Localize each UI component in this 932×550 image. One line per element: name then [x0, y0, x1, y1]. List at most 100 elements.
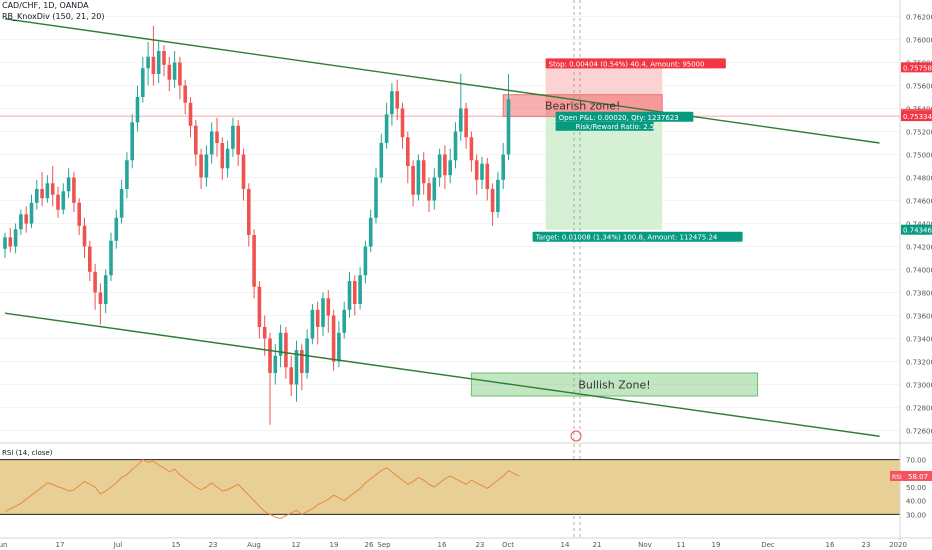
price-tag-box — [901, 62, 932, 73]
candle-body — [183, 85, 187, 103]
candle-body — [125, 160, 129, 189]
candle-body — [35, 189, 39, 203]
candle-body — [8, 237, 13, 247]
candle-body — [167, 64, 172, 80]
x-tick-label: 15 — [172, 541, 181, 549]
candle-body — [358, 275, 362, 304]
channel-lines — [4, 18, 880, 437]
candle-body — [284, 332, 288, 368]
upper-channel-line[interactable] — [4, 18, 880, 144]
candle-body — [61, 191, 66, 210]
candle-body — [347, 281, 352, 310]
candle-body — [469, 137, 474, 161]
candle-body — [289, 367, 293, 385]
x-tick-label: 16 — [826, 541, 835, 549]
stop-label-box — [545, 58, 726, 69]
candle-body — [109, 240, 113, 276]
candle-body — [353, 281, 357, 304]
candle-body — [496, 179, 500, 212]
x-tick-label: Sep — [377, 541, 391, 549]
candle-body — [40, 189, 44, 199]
alert-clock-icon[interactable] — [570, 430, 582, 442]
x-tick-label: 14 — [561, 541, 570, 549]
candle-body — [273, 355, 278, 373]
x-tick-label: Nov — [638, 541, 652, 549]
candle-body — [135, 97, 140, 123]
candle-body — [432, 177, 437, 201]
candle-body — [437, 154, 442, 178]
stop-area[interactable] — [545, 67, 663, 114]
candle-body — [45, 183, 50, 199]
candle-body — [411, 166, 415, 195]
candle-body — [326, 298, 331, 316]
candle-body — [416, 160, 421, 195]
candle-body — [400, 108, 405, 138]
candle-body — [162, 51, 166, 65]
candle-body — [247, 189, 251, 235]
target-label-box — [532, 231, 743, 242]
candle-body — [257, 286, 262, 327]
candle-body — [268, 338, 272, 373]
lower-channel-line[interactable] — [4, 312, 880, 437]
bullish-zone-label: Bullish Zone! — [578, 379, 650, 392]
rsi-pane — [0, 459, 900, 519]
y-tick-label: 0.72600 — [906, 428, 932, 436]
pnl-label-box — [555, 111, 694, 122]
bearish-zone-label: Bearish zone! — [545, 100, 621, 113]
candle-body — [294, 350, 299, 385]
candle-body — [24, 214, 28, 224]
candle-body — [427, 183, 431, 201]
candle-body — [72, 177, 76, 203]
x-tick-label: 12 — [292, 541, 301, 549]
candle-body — [88, 246, 92, 272]
zones-layer — [0, 0, 900, 538]
price-tag: 0.75758 — [903, 64, 932, 72]
candle-body — [13, 229, 18, 247]
candle-body — [194, 125, 198, 155]
target-area[interactable] — [545, 113, 663, 230]
x-tick-label: 16 — [438, 541, 447, 549]
indicator-title: RB_KnoxDiv (150, 21, 20) — [2, 12, 105, 21]
x-tick-label: 11 — [677, 541, 686, 549]
candle-body — [443, 154, 447, 176]
candle-body — [82, 225, 87, 247]
candle-body — [453, 131, 458, 161]
candle-body — [459, 108, 463, 132]
x-tick-label: Oct — [502, 541, 514, 549]
candle-body — [331, 315, 336, 362]
candle-body — [464, 108, 468, 138]
symbol-title: CAD/CHF, 1D, OANDA — [2, 1, 89, 10]
candle-body — [220, 143, 225, 169]
x-tick-label: 19 — [712, 541, 721, 549]
rsi-name-tag-text: RSI — [892, 474, 902, 481]
candle-body — [231, 125, 235, 149]
bullish-zone[interactable] — [470, 372, 759, 397]
x-tick-label: 23 — [209, 541, 218, 549]
candle-body — [225, 148, 230, 169]
candle-body — [103, 275, 108, 304]
candle-body — [300, 350, 304, 373]
candle-body — [485, 163, 490, 189]
candle-body — [310, 309, 315, 339]
candle-body — [188, 102, 193, 126]
candle-body — [448, 160, 452, 176]
rsi-tick-label: 30.00 — [906, 511, 926, 519]
candle-body — [141, 68, 145, 97]
candle-body — [506, 99, 511, 155]
x-tick-label: Aug — [247, 541, 261, 549]
rsi-line[interactable] — [4, 459, 520, 519]
x-tick-label: 26 — [365, 541, 374, 549]
candle-body — [395, 91, 399, 109]
rsi-value-tag — [906, 470, 932, 481]
candle-body — [252, 235, 256, 287]
x-tick-label: Dec — [761, 541, 775, 549]
x-tick-label: 17 — [56, 541, 65, 549]
